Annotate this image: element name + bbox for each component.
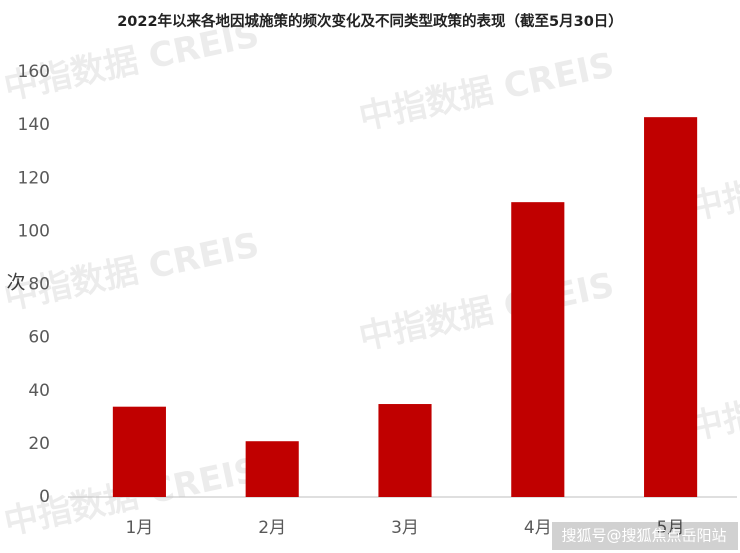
- y-tick-label: 100: [18, 221, 50, 241]
- y-tick-label: 80: [28, 275, 50, 295]
- x-tick-label: 5月: [657, 518, 685, 538]
- y-axis-label: 次: [6, 272, 25, 294]
- y-tick-label: 60: [28, 328, 50, 348]
- y-tick-label: 160: [18, 62, 50, 82]
- bar: [511, 202, 565, 497]
- y-tick-label: 0: [39, 487, 50, 507]
- credit: 搜狐号@搜狐焦点岳阳站: [561, 527, 726, 545]
- x-tick-label: 1月: [125, 518, 153, 538]
- y-tick-label: 140: [18, 115, 50, 135]
- x-tick-label: 4月: [524, 518, 552, 538]
- y-tick-label: 120: [18, 168, 50, 188]
- credit-bg: [552, 522, 738, 550]
- bar: [245, 441, 299, 497]
- bar: [112, 406, 166, 497]
- bar: [378, 404, 432, 497]
- y-tick-label: 40: [28, 381, 50, 401]
- x-tick-label: 3月: [391, 518, 419, 538]
- y-tick-label: 20: [28, 434, 50, 454]
- x-tick-label: 2月: [258, 518, 286, 538]
- watermark: 中指数据 CREIS: [356, 45, 618, 138]
- watermark: 中指数据 CREIS: [356, 265, 618, 358]
- chart-title: 2022年以来各地因城施策的频次变化及不同类型政策的表现（截至5月30日）: [117, 12, 623, 30]
- bar: [644, 117, 698, 497]
